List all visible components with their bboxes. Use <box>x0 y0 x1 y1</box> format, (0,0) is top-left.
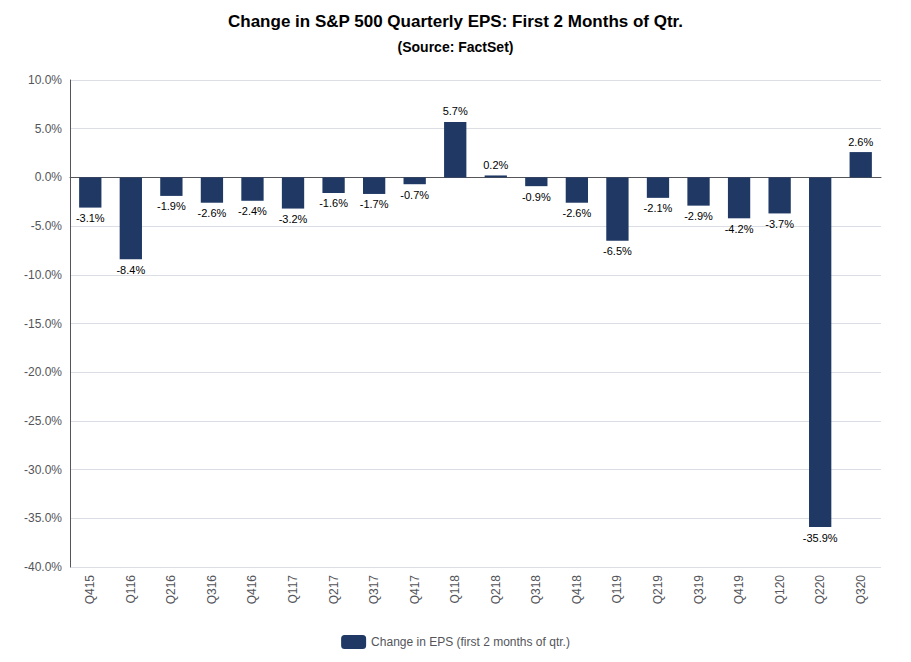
svg-text:-35.9%: -35.9% <box>803 532 838 544</box>
svg-text:0.2%: 0.2% <box>483 159 508 171</box>
svg-text:Q119: Q119 <box>610 575 624 604</box>
svg-text:Q417: Q417 <box>408 575 422 605</box>
svg-text:10.0%: 10.0% <box>28 73 62 87</box>
svg-text:-20.0%: -20.0% <box>24 365 62 379</box>
svg-text:Change in EPS (first 2 months: Change in EPS (first 2 months of qtr.) <box>371 635 570 649</box>
svg-text:Q217: Q217 <box>327 575 341 605</box>
svg-text:Q118: Q118 <box>448 575 462 604</box>
svg-text:-5.0%: -5.0% <box>31 219 63 233</box>
svg-text:Q419: Q419 <box>732 575 746 605</box>
svg-text:-10.0%: -10.0% <box>24 268 62 282</box>
svg-text:Q218: Q218 <box>489 575 503 605</box>
svg-text:Q316: Q316 <box>205 575 219 605</box>
svg-text:5.0%: 5.0% <box>35 122 63 136</box>
svg-text:Q219: Q219 <box>651 575 665 605</box>
svg-text:Q220: Q220 <box>813 575 827 605</box>
svg-text:-15.0%: -15.0% <box>24 317 62 331</box>
svg-text:Q216: Q216 <box>164 575 178 605</box>
svg-text:Change in S&P 500 Quarterly EP: Change in S&P 500 Quarterly EPS: First 2… <box>228 12 683 31</box>
svg-text:Q117: Q117 <box>286 575 300 604</box>
svg-text:Q319: Q319 <box>692 575 706 605</box>
svg-text:Q416: Q416 <box>245 575 259 605</box>
svg-text:-2.6%: -2.6% <box>563 207 592 219</box>
svg-text:Q415: Q415 <box>83 575 97 605</box>
svg-text:-25.0%: -25.0% <box>24 414 62 428</box>
svg-text:Q116: Q116 <box>124 575 138 604</box>
svg-text:Q318: Q318 <box>529 575 543 605</box>
svg-text:-3.2%: -3.2% <box>279 213 308 225</box>
svg-text:-3.7%: -3.7% <box>765 218 794 230</box>
svg-text:-2.6%: -2.6% <box>198 207 227 219</box>
svg-text:2.6%: 2.6% <box>848 136 873 148</box>
svg-text:-2.4%: -2.4% <box>238 205 267 217</box>
svg-text:-0.7%: -0.7% <box>400 189 429 201</box>
svg-text:(Source: FactSet): (Source: FactSet) <box>398 39 514 55</box>
svg-text:-1.6%: -1.6% <box>319 197 348 209</box>
svg-text:Q120: Q120 <box>773 575 787 605</box>
svg-text:-1.9%: -1.9% <box>157 200 186 212</box>
svg-text:Q418: Q418 <box>570 575 584 605</box>
svg-text:-6.5%: -6.5% <box>603 245 632 257</box>
svg-text:-4.2%: -4.2% <box>725 223 754 235</box>
svg-text:-2.1%: -2.1% <box>644 202 673 214</box>
svg-text:Q320: Q320 <box>854 575 868 605</box>
svg-text:-3.1%: -3.1% <box>76 212 105 224</box>
svg-text:5.7%: 5.7% <box>443 105 468 117</box>
svg-text:Q317: Q317 <box>367 575 381 605</box>
svg-text:-35.0%: -35.0% <box>24 511 62 525</box>
svg-text:-40.0%: -40.0% <box>24 560 62 574</box>
svg-text:-8.4%: -8.4% <box>116 264 145 276</box>
svg-text:-30.0%: -30.0% <box>24 463 62 477</box>
svg-text:-0.9%: -0.9% <box>522 191 551 203</box>
svg-text:-1.7%: -1.7% <box>360 198 389 210</box>
svg-text:-2.9%: -2.9% <box>684 210 713 222</box>
svg-text:0.0%: 0.0% <box>35 170 63 184</box>
